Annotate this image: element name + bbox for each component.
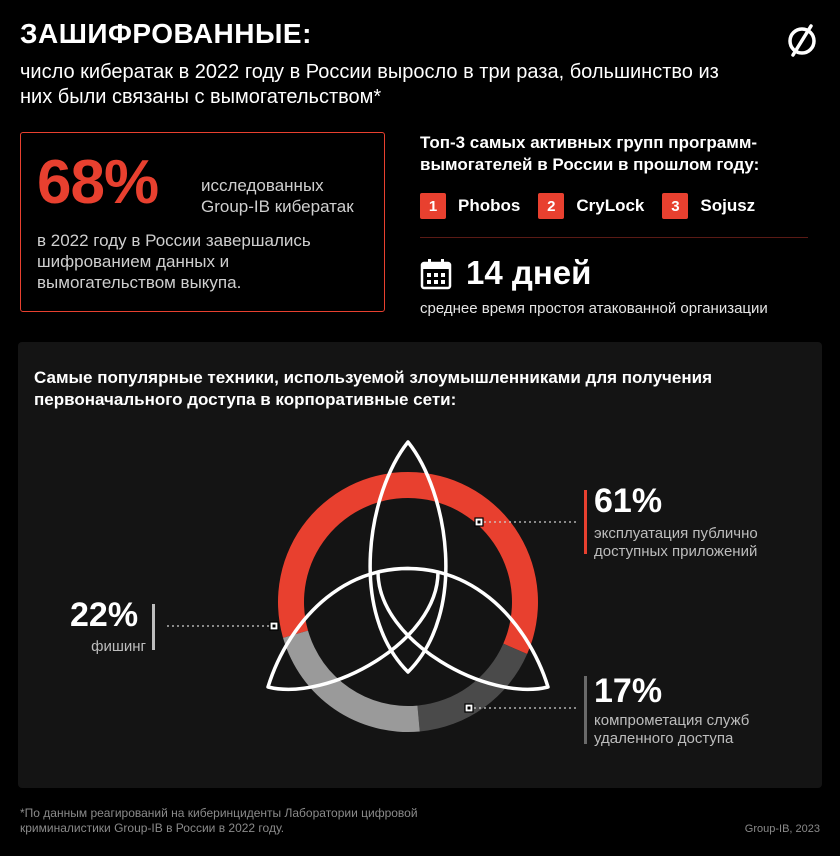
slice-label-percent: 17% [594,672,663,710]
label-accent-bar [152,604,155,650]
pie-slice [283,630,420,732]
pie-slice [417,643,528,732]
slice-label-description: компрометация служб удаленного доступа [594,712,750,747]
top3-title: Топ-3 самых активных групп программ-вымо… [420,133,760,174]
group-name: Phobos [458,196,521,215]
page-subtitle: число кибератак в 2022 году в России выр… [20,61,719,108]
label-accent-bar [584,490,587,554]
stat-percent: 68% [37,148,159,217]
group-item: 3 Sojusz [662,193,755,219]
footnote: *По данным реагирований на киберинцидент… [20,806,418,835]
slice-label-percent: 22% [70,596,139,634]
page-title: ЗАШИФРОВАННЫЕ: [20,18,312,49]
downtime-description: среднее время простоя атакованной органи… [420,300,768,317]
group-name: CryLock [576,196,645,215]
group-rank-badge: 1 [420,193,446,219]
calendar-icon [420,259,452,290]
credit: Group-IB, 2023 [744,823,820,835]
donut-chart [152,440,587,744]
pie-slice [278,472,538,655]
label-accent-bar [584,676,587,744]
stat-description: в 2022 году в России завершались шифрова… [37,231,311,292]
ransomware-stat-box: 68% исследованных Group-IB кибератак в 2… [20,132,385,312]
group-item: 2 CryLock [538,193,644,219]
slice-label-description: эксплуатация публично доступных приложен… [594,525,758,560]
downtime-value: 14 дней [466,254,592,291]
slice-label-description: фишинг [91,638,146,655]
triquetra-decoration [266,440,550,692]
slice-marker-dot [477,520,481,524]
slice-label-percent: 61% [594,482,663,520]
slashed-circle-icon [788,24,816,57]
chart-panel: Самые популярные техники, используемой з… [18,342,822,788]
section-divider [420,237,808,238]
chart-title: Самые популярные техники, используемой з… [34,368,712,409]
group-rank-badge: 2 [538,193,565,219]
group-item: 1 Phobos [420,193,520,219]
slice-marker-dot [272,624,276,628]
slice-marker-dot [467,706,471,710]
stat-percent-label: исследованных Group-IB кибератак [201,176,354,216]
group-rank-badge: 3 [662,193,689,219]
group-name: Sojusz [700,196,756,215]
top3-groups: 1 Phobos 2 CryLock 3 Sojusz [420,193,773,219]
